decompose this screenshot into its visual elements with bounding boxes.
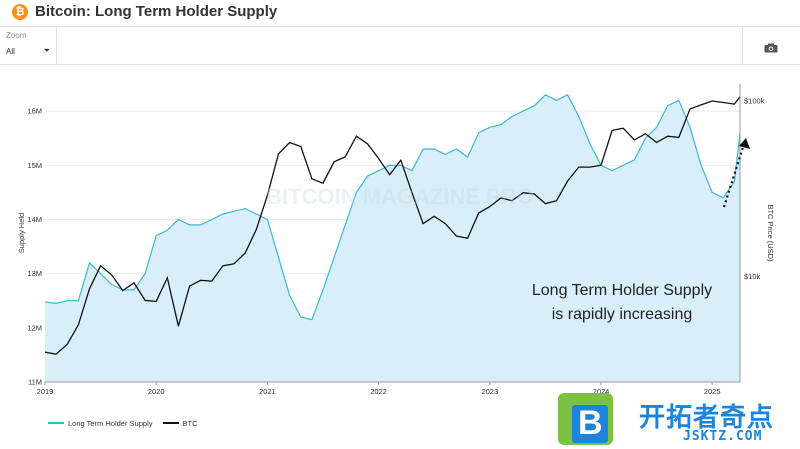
camera-icon[interactable]: [764, 43, 778, 53]
y-tick-label: 15M: [27, 161, 42, 170]
divider: [56, 27, 57, 64]
legend-swatch-btc: [162, 422, 179, 424]
arrow-head-icon: [739, 138, 750, 149]
divider: [742, 27, 743, 64]
watermark-chinese-text: 开拓者奇点: [639, 402, 775, 432]
y-tick-label: 14M: [27, 215, 42, 224]
annotation-line-2: is rapidly increasing: [552, 306, 693, 323]
lth-area: [45, 94, 740, 383]
watermark-logo-letter: B: [578, 404, 603, 442]
chart-toolbar: Zoom All ⏷: [0, 27, 800, 65]
x-tick-label: 2020: [148, 387, 165, 396]
x-tick-label: 2023: [481, 387, 498, 396]
zoom-value: All: [6, 47, 15, 56]
legend-swatch-lth: [48, 422, 64, 424]
y-tick-label: 16M: [27, 107, 42, 116]
series-line-btc: [44, 96, 741, 355]
background-watermark: BITCOIN MAGAZINE PRO: [266, 184, 534, 209]
y-tick-label: 11M: [28, 378, 42, 387]
x-tick-label: 2022: [370, 387, 387, 396]
corner-watermark: B 开拓者奇点 JSKTZ.COM: [555, 392, 800, 449]
chart-area: 11M 12M 13M 14M 15M 16M 2019 2020 2021 2022 2023 20…: [17, 84, 775, 396]
chart-header: ₿ Bitcoin: Long Term Holder Supply: [0, 0, 800, 27]
y2-tick-label: $10k: [744, 272, 761, 281]
series-line-lth: [44, 94, 741, 321]
annotation-arrow: [722, 143, 746, 208]
annotation-line-1: Long Term Holder Supply: [532, 282, 712, 299]
bitcoin-logo-icon: ₿: [12, 4, 28, 20]
x-tick-label: 2024: [593, 387, 610, 396]
legend-label-btc: BTC: [182, 418, 198, 428]
legend-label-lth: Long Term Holder Supply: [68, 418, 153, 428]
watermark-logo-icon: B: [558, 393, 613, 445]
legend-item-btc[interactable]: BTC: [162, 418, 198, 428]
legend-item-lth[interactable]: Long Term Holder Supply: [48, 419, 153, 428]
chart-legend: Long Term Holder Supply BTC: [48, 417, 198, 429]
zoom-select[interactable]: All ⏷: [4, 43, 54, 61]
x-tick-label: 2021: [259, 387, 276, 396]
zoom-label: Zoom: [6, 31, 27, 40]
watermark-url: JSKTZ.COM: [683, 429, 763, 444]
y2-axis-label: BTC Price (USD): [766, 204, 775, 262]
page-title: Bitcoin: Long Term Holder Supply: [35, 3, 278, 20]
y-axis-label: Supply Held: [17, 213, 26, 253]
x-tick-label: 2025: [704, 387, 721, 396]
y2-tick-label: $100k: [744, 96, 765, 105]
y-tick-label: 12M: [27, 323, 42, 332]
chevron-down-icon: ⏷: [43, 46, 50, 55]
x-tick-label: 2019: [37, 387, 54, 396]
y-tick-label: 13M: [27, 269, 42, 278]
